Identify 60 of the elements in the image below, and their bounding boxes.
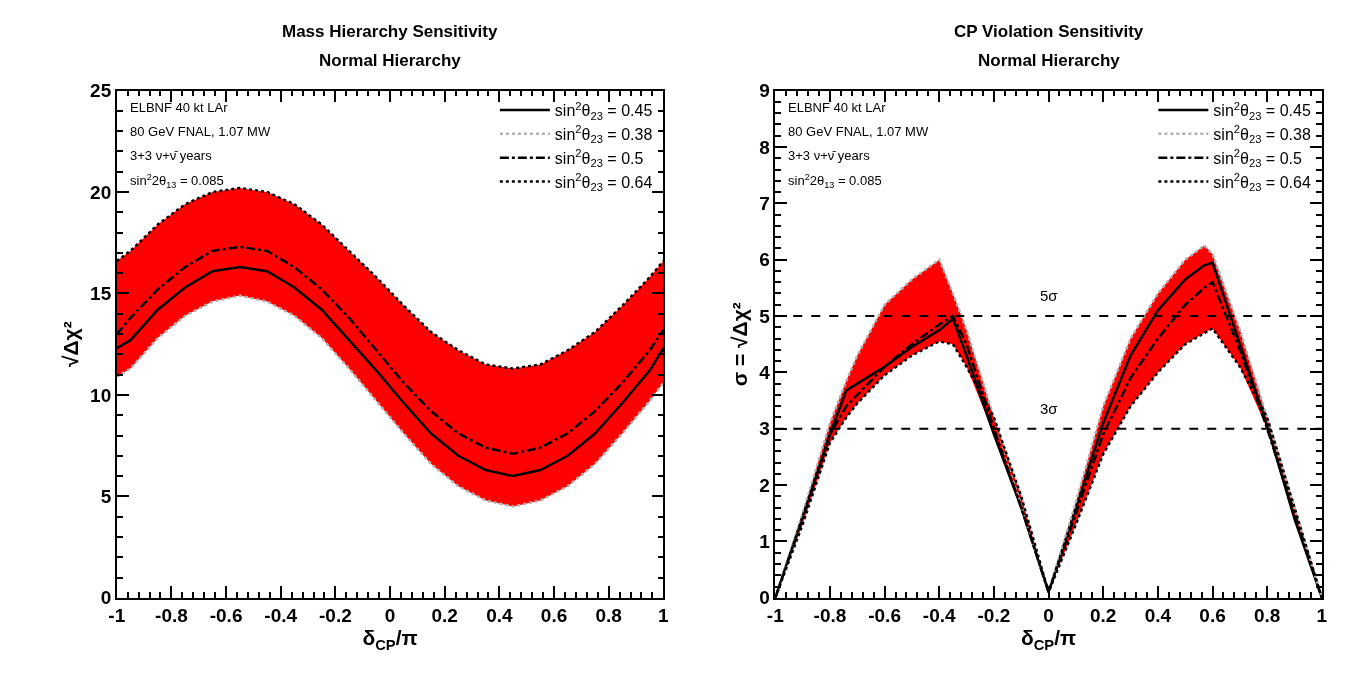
x-tick-label: 0.8: [595, 605, 622, 627]
x-tick-label: 0.4: [486, 605, 513, 627]
y-tick-label: 2: [759, 474, 770, 496]
x-tick-label: -0.8: [155, 605, 188, 627]
annotation: sin$^{2}$2θ$_{13}$ = 0.085: [788, 172, 882, 191]
chart-title: CP Violation Sensitivity: [954, 22, 1144, 41]
x-tick-label: -0.6: [868, 605, 901, 627]
x-tick-label: -0.6: [209, 605, 243, 627]
annotation: sin$^{2}$2θ$_{13}$ = 0.085: [130, 172, 224, 191]
x-tick-label: 0.4: [1144, 605, 1172, 627]
annotation: 80 GeV FNAL, 1.07 MW: [788, 124, 929, 139]
legend-label: sin$^{2}$θ$_{23}$ = 0.64: [554, 170, 653, 194]
x-tick-label: 1: [658, 605, 670, 627]
x-tick-label: 0.8: [1253, 605, 1281, 627]
legend-label: sin$^{2}$θ$_{23}$ = 0.45: [1213, 99, 1311, 122]
y-axis-title: σ = √Δχ²: [727, 302, 751, 387]
annotation: 80 GeV FNAL, 1.07 MW: [130, 124, 271, 139]
x-axis-title: δ$_{CP}$/π: [1021, 626, 1077, 653]
ref-line-label: 5σ: [1040, 287, 1059, 304]
annotation: ELBNF 40 kt LAr: [130, 100, 229, 115]
x-axis-title: δ$_{CP}$/π: [362, 626, 418, 653]
annotation: ELBNF 40 kt LAr: [788, 100, 887, 115]
y-tick-label: 8: [759, 136, 770, 158]
legend-label: sin$^{2}$θ$_{23}$ = 0.38: [554, 123, 653, 146]
x-tick-label: 0: [384, 605, 396, 627]
chart-title: Mass Hierarchy Sensitivity: [282, 22, 498, 41]
chart-subtitle: Normal Hierarchy: [978, 51, 1121, 70]
x-tick-label: 0.6: [1199, 605, 1226, 627]
y-tick-label: 3: [759, 418, 770, 440]
y-tick-label: 1: [759, 531, 771, 553]
y-tick-label: 25: [90, 80, 112, 102]
x-tick-label: 1: [1316, 605, 1328, 627]
x-tick-label: -0.2: [319, 605, 352, 627]
chart-subtitle: Normal Hierarchy: [319, 51, 462, 70]
x-tick-label: -0.4: [922, 605, 957, 627]
x-tick-label: 0.2: [1089, 605, 1117, 627]
legend-label: sin$^{2}$θ$_{23}$ = 0.45: [554, 99, 653, 122]
x-tick-label: 0: [1043, 605, 1054, 627]
legend-label: sin$^{2}$θ$_{23}$ = 0.5: [1213, 147, 1302, 170]
annotation: 3+3 ν+ν̄ years: [788, 148, 871, 163]
y-axis-title: √Δχ²: [58, 321, 82, 368]
y-tick-label: 10: [90, 384, 112, 406]
x-tick-label: 0.6: [540, 605, 568, 627]
y-tick-label: 20: [90, 181, 112, 203]
x-tick-label: -0.4: [264, 605, 298, 627]
y-tick-label: 6: [759, 249, 770, 271]
y-tick-label: 5: [100, 486, 112, 508]
x-tick-label: -0.2: [977, 605, 1011, 627]
legend-label: sin$^{2}$θ$_{23}$ = 0.5: [554, 147, 644, 170]
x-tick-label: -0.8: [813, 605, 847, 627]
y-tick-label: 4: [759, 362, 771, 384]
ref-line-label: 3σ: [1040, 400, 1059, 417]
y-tick-label: 7: [759, 192, 770, 214]
annotation: 3+3 ν+ν̄ years: [130, 148, 213, 163]
legend-label: sin$^{2}$θ$_{23}$ = 0.38: [1213, 123, 1311, 146]
y-tick-label: 5: [759, 305, 771, 327]
x-tick-label: 0.2: [431, 605, 458, 627]
legend-label: sin$^{2}$θ$_{23}$ = 0.64: [1213, 170, 1311, 194]
y-tick-label: 15: [90, 283, 112, 305]
y-tick-label: 9: [759, 80, 770, 102]
